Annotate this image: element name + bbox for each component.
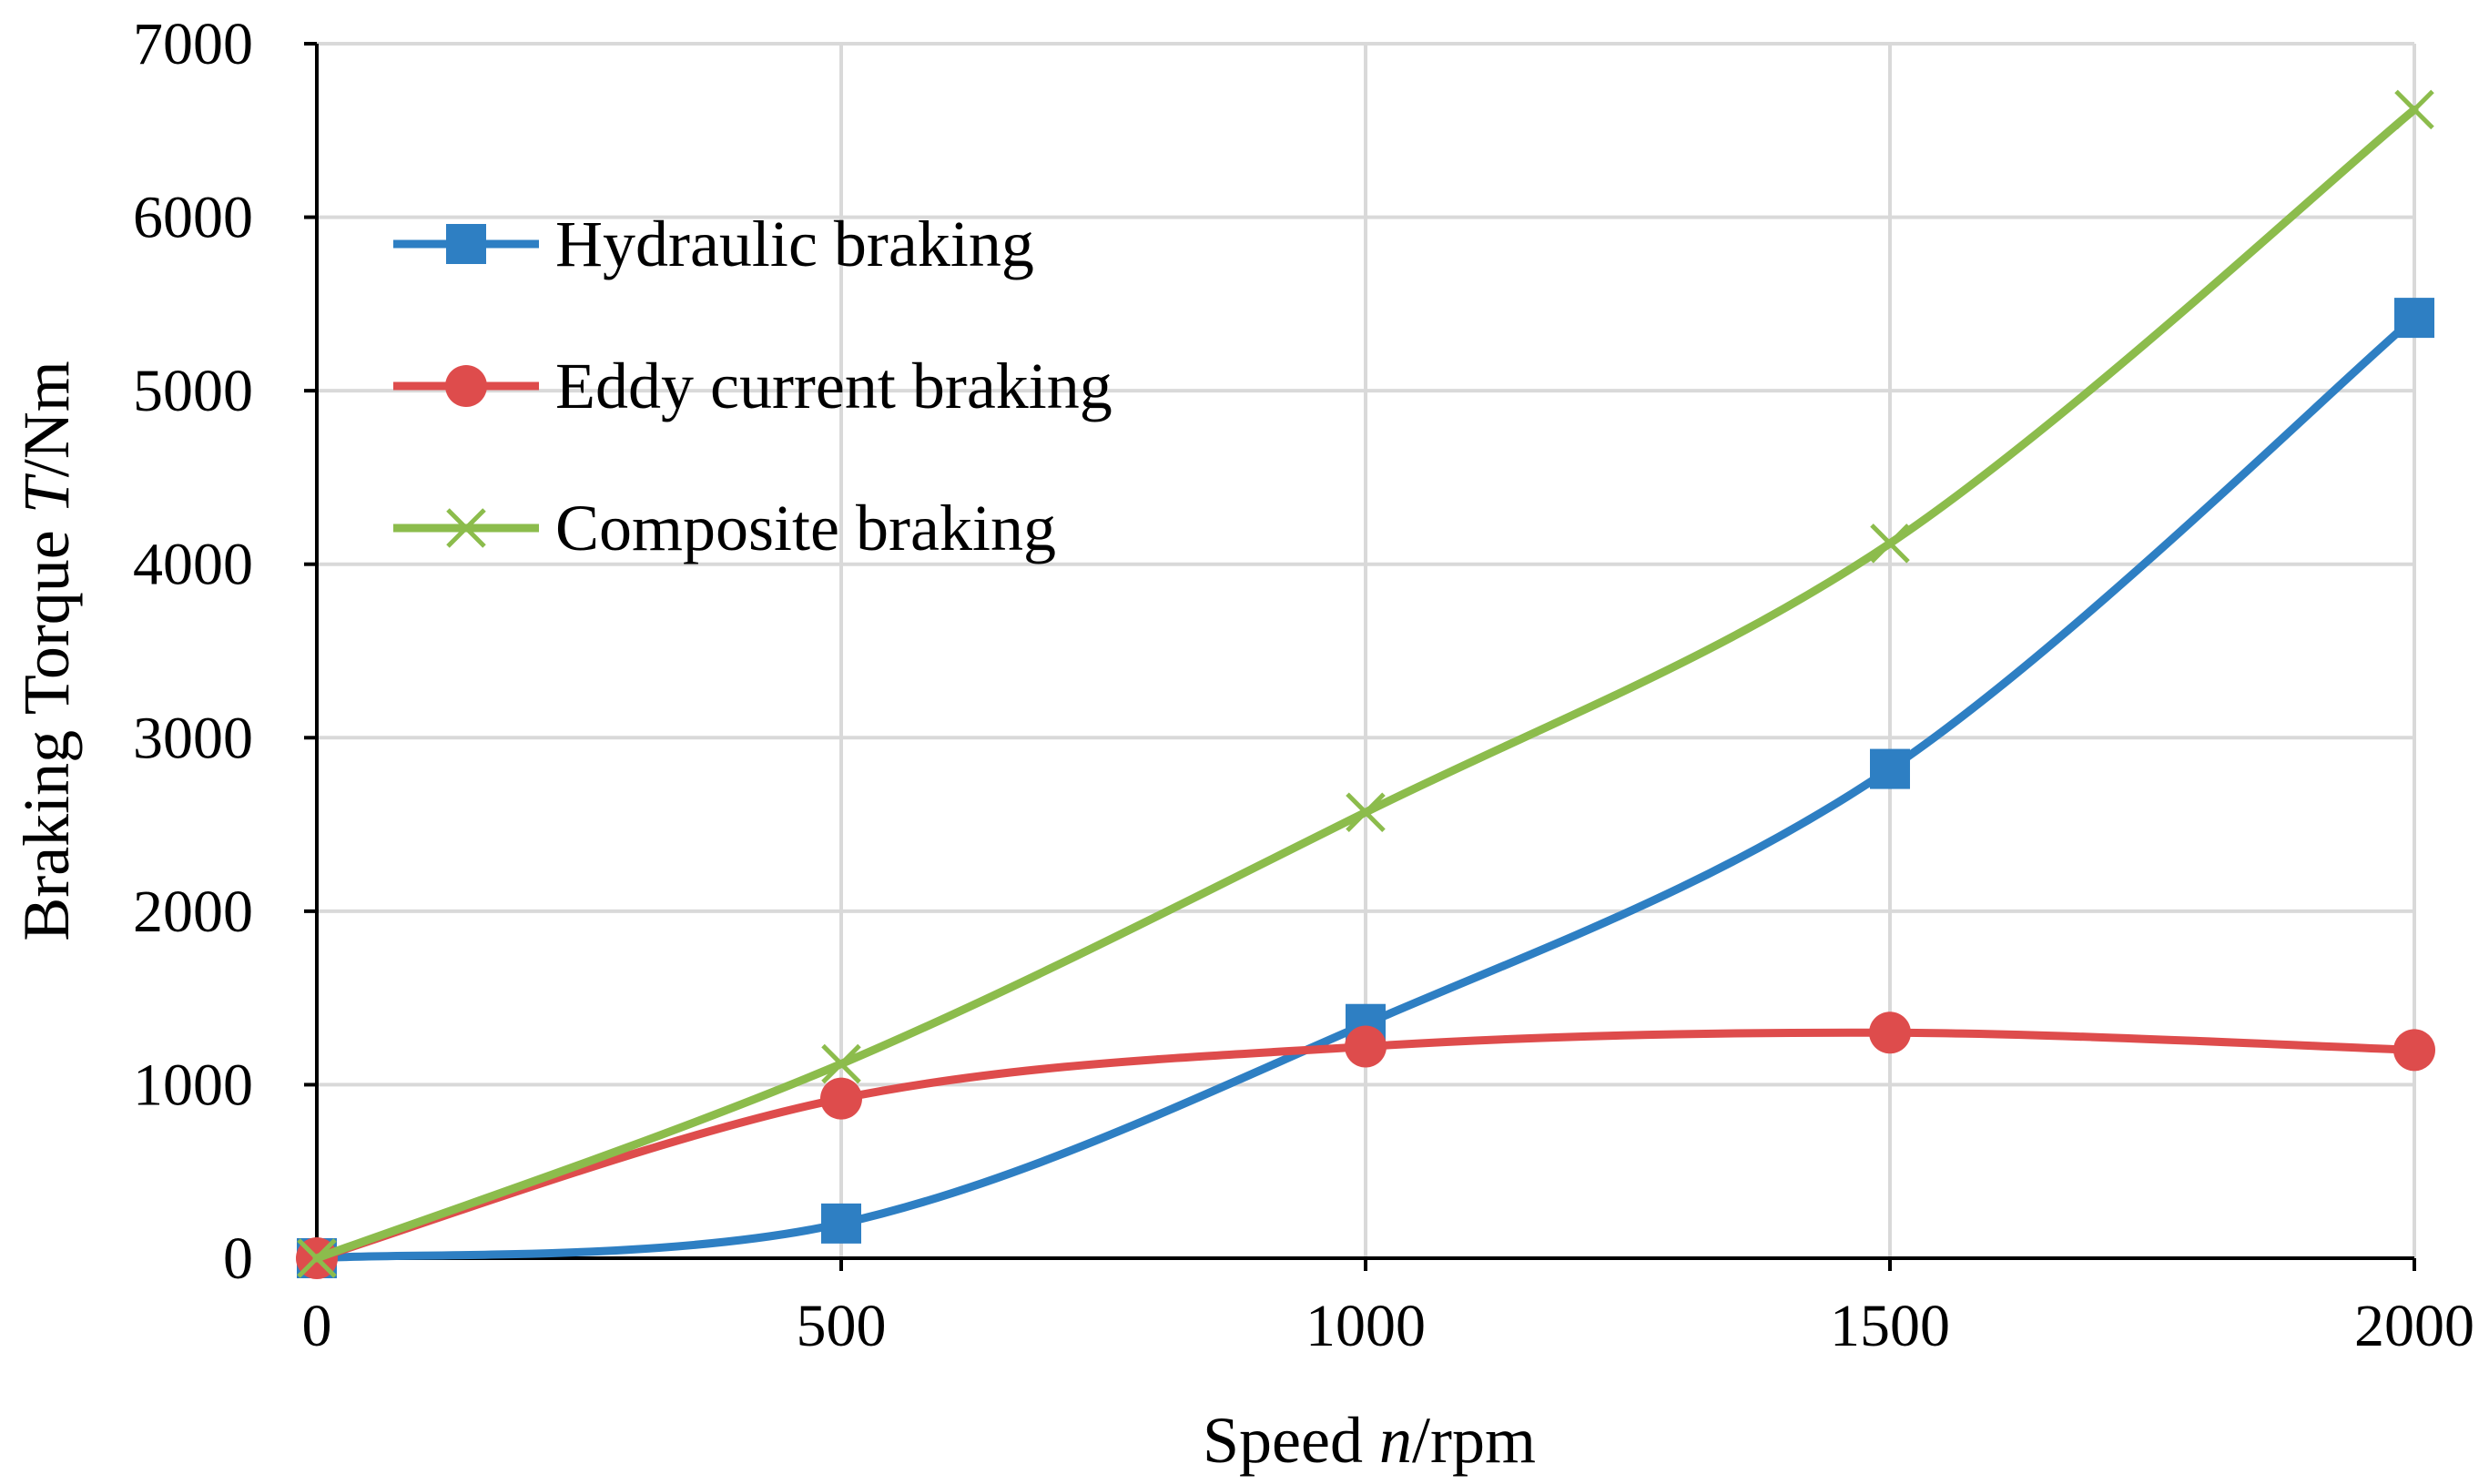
y-tick-label-2: 2000 [133, 879, 253, 945]
data-point-composite-braking-2 [1346, 792, 1386, 832]
y-tick-label-5: 5000 [133, 358, 253, 424]
y-tick-label-0: 0 [223, 1225, 253, 1292]
legend-item-composite-braking: Composite braking [393, 492, 1056, 564]
data-point-eddy-current-braking-1 [820, 1077, 862, 1120]
y-tick-label-1: 1000 [133, 1052, 253, 1118]
series-line-hydraulic-braking [312, 313, 2419, 1263]
data-point-composite-braking-3 [1870, 523, 1910, 564]
series-group [296, 89, 2435, 1279]
y-tick-label-4: 4000 [133, 532, 253, 598]
legend-marker-eddy-current-braking [445, 365, 487, 407]
x-tick-label-4: 2000 [2354, 1293, 2474, 1359]
y-axis-title: Braking Torque T/Nm [10, 361, 83, 941]
series-line-composite-braking [312, 105, 2419, 1263]
data-point-eddy-current-braking-2 [1345, 1025, 1387, 1068]
legend: Hydraulic braking Eddy current braking Com… [393, 208, 1112, 564]
data-point-eddy-current-braking-3 [1869, 1011, 1911, 1054]
data-point-eddy-current-braking-4 [2393, 1029, 2435, 1072]
y-tick-label-7: 7000 [133, 11, 253, 77]
legend-marker-composite-braking [446, 508, 486, 548]
tick-labels: 0 1000 2000 3000 4000 5000 6000 7000 0 500 1000 150… [133, 11, 2474, 1359]
data-point-composite-braking-1 [821, 1043, 861, 1084]
data-point-hydraulic-braking-4 [2394, 298, 2434, 339]
x-axis-title: Speed n/rpm [1203, 1404, 1536, 1477]
data-point-composite-braking-4 [2394, 89, 2434, 130]
data-point-hydraulic-braking-3 [1870, 748, 1910, 789]
legend-label-eddy-current-braking: Eddy current braking [555, 350, 1112, 422]
series-eddy-current-braking [296, 1011, 2435, 1279]
legend-item-hydraulic-braking: Hydraulic braking [393, 208, 1034, 280]
legend-label-hydraulic-braking: Hydraulic braking [555, 208, 1034, 280]
grid [317, 42, 2416, 1258]
legend-label-composite-braking: Composite braking [555, 492, 1056, 564]
legend-marker-hydraulic-braking [446, 224, 486, 264]
x-tick-label-3: 1500 [1830, 1293, 1950, 1359]
x-tick-label-2: 1000 [1305, 1293, 1426, 1359]
y-tick-label-6: 6000 [133, 185, 253, 251]
data-point-composite-braking-0 [297, 1238, 337, 1278]
y-tick-label-3: 3000 [133, 705, 253, 771]
x-tick-label-0: 0 [302, 1293, 332, 1359]
legend-item-eddy-current-braking: Eddy current braking [393, 350, 1112, 422]
x-tick-label-1: 500 [797, 1293, 887, 1359]
data-point-hydraulic-braking-1 [821, 1203, 861, 1244]
series-composite-braking [297, 89, 2434, 1278]
